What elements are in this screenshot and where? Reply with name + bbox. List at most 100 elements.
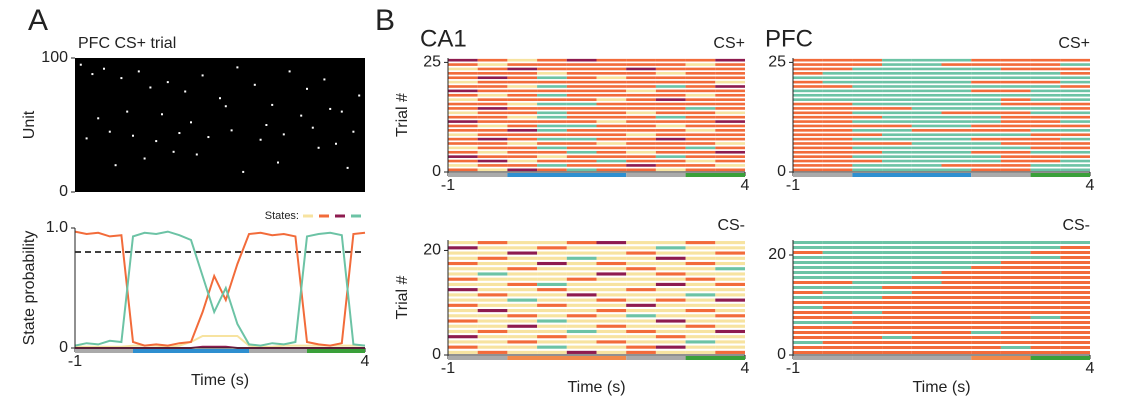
state-segment (655, 277, 686, 281)
state-segment (655, 111, 686, 115)
state-segment (1000, 246, 1031, 249)
y-tick-label: 0 (432, 163, 441, 180)
state-segment (448, 277, 478, 281)
state-segment (793, 241, 823, 244)
state-segment (596, 155, 627, 158)
state-segment (507, 67, 538, 71)
state-segment (626, 288, 656, 292)
state-segment (911, 146, 942, 150)
state-segment (852, 85, 883, 88)
state-segment (537, 324, 567, 328)
state-segment (715, 150, 745, 154)
epoch-bar (507, 173, 627, 177)
state-segment (507, 314, 538, 318)
state-segment (1060, 98, 1090, 101)
state-segment (941, 336, 972, 339)
state-segment (685, 329, 716, 334)
state-segment (911, 246, 942, 249)
state-segment (911, 111, 942, 115)
state-segment (566, 133, 597, 137)
state-segment (882, 146, 912, 150)
state-segment (793, 76, 823, 80)
state-segment (715, 137, 745, 141)
legend-title: States: (265, 210, 299, 222)
y-axis-label: Unit (21, 110, 38, 139)
state-segment (477, 146, 508, 150)
state-segment (941, 341, 972, 344)
state-segment (566, 303, 597, 307)
state-segment (477, 63, 508, 66)
state-segment (971, 63, 1001, 66)
state-segment (793, 150, 823, 154)
state-segment (822, 246, 853, 249)
spike (108, 130, 111, 133)
state-segment (971, 76, 1001, 80)
state-segment (626, 329, 656, 334)
state-segment (911, 164, 942, 167)
state-segment (1060, 291, 1090, 294)
state-segment (626, 256, 656, 260)
state-segment (477, 120, 508, 123)
state-segment (793, 159, 823, 163)
spike (352, 130, 355, 133)
state-segment (822, 241, 853, 244)
spike (132, 134, 134, 137)
state-segment (852, 271, 883, 274)
state-segment (852, 306, 883, 309)
state-segment (882, 276, 912, 279)
state-segment (822, 251, 853, 254)
state-segment (971, 281, 1001, 284)
state-segment (1000, 164, 1031, 167)
state-segment (715, 329, 745, 334)
state-segment (507, 246, 538, 250)
spike (166, 81, 169, 84)
state-segment (655, 155, 686, 158)
state-segment (448, 115, 478, 119)
state-segment (852, 72, 883, 75)
spike (288, 70, 291, 73)
state-segment (626, 102, 656, 106)
state-segment (715, 314, 745, 318)
state-segment (507, 76, 538, 80)
state-segment (596, 314, 627, 318)
state-segment (537, 241, 567, 245)
state-segment (537, 146, 567, 150)
state-segment (971, 326, 1001, 329)
state-segment (793, 251, 823, 254)
state-segment (1000, 159, 1031, 163)
state-segment (537, 164, 567, 167)
state-segment (448, 303, 478, 307)
state-segment (685, 93, 716, 97)
x-tick-label: -1 (441, 177, 455, 194)
state-segment (477, 124, 508, 128)
y-tick-label: 20 (423, 242, 441, 259)
x-axis-label: Time (s) (191, 372, 249, 389)
state-segment (793, 111, 823, 115)
state-segment (685, 314, 716, 318)
state-segment (793, 331, 823, 334)
state-segment (971, 159, 1001, 163)
state-segment (626, 267, 656, 271)
state-segment (1030, 142, 1061, 145)
state-segment (852, 120, 883, 123)
state-segment (566, 146, 597, 150)
state-segment (1030, 137, 1061, 141)
state-segment (507, 324, 538, 328)
state-segment (626, 63, 656, 66)
state-segment (655, 314, 686, 318)
state-segment (626, 309, 656, 313)
state-segment (941, 168, 972, 172)
state-segment (882, 142, 912, 145)
state-segment (507, 115, 538, 119)
state-segment (685, 251, 716, 255)
state-segment (1060, 115, 1090, 119)
state-segment (596, 303, 627, 307)
state-segment (626, 129, 656, 132)
state-segment (715, 133, 745, 137)
state-segment (941, 150, 972, 154)
state-segment (477, 67, 508, 71)
state-segment (1060, 276, 1090, 279)
state-segment (1000, 93, 1031, 97)
epoch-bar (133, 349, 249, 353)
state-segment (715, 350, 745, 354)
